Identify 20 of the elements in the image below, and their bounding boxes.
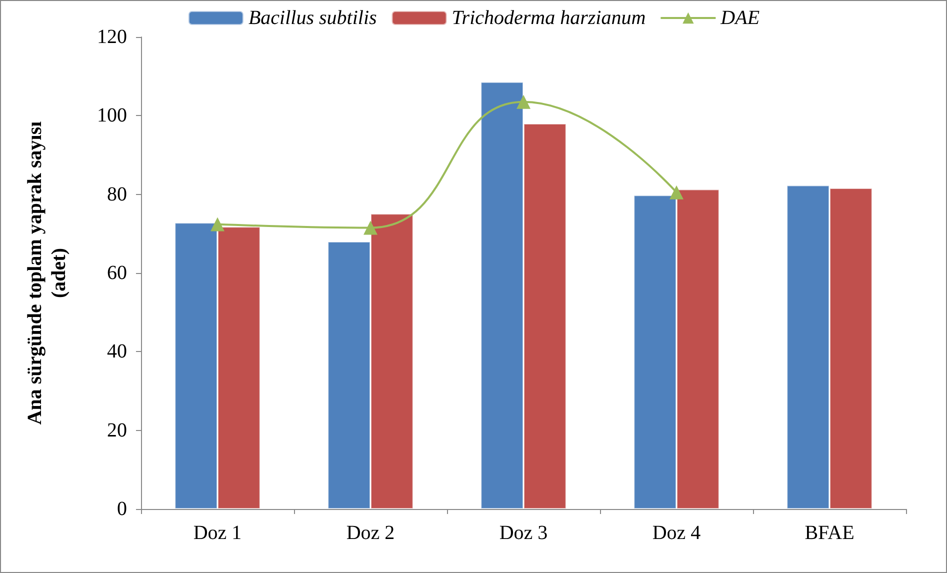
x-tick-label: BFAE bbox=[804, 522, 854, 544]
y-tick-label: 0 bbox=[117, 498, 127, 520]
point bbox=[516, 94, 530, 109]
y-tick-label: 60 bbox=[107, 262, 127, 284]
point bbox=[210, 217, 224, 232]
legend-label: DAE bbox=[720, 7, 760, 29]
y-tick-label: 80 bbox=[107, 183, 127, 206]
x-tick-label: Doz 3 bbox=[499, 522, 548, 544]
y-tick-label: 20 bbox=[107, 419, 127, 442]
x-tick-label: Doz 1 bbox=[193, 522, 242, 544]
legend-label: Bacillus subtilis bbox=[248, 7, 377, 29]
y-tick-label: 100 bbox=[97, 104, 127, 127]
y-tick-label: 120 bbox=[97, 26, 127, 48]
y-tick-label: 40 bbox=[107, 340, 127, 363]
x-tick-label: Doz 2 bbox=[346, 522, 395, 544]
legend-label: Trichoderma harzianum bbox=[452, 7, 646, 29]
point bbox=[670, 185, 684, 200]
x-tick-label: Doz 4 bbox=[652, 522, 701, 544]
y-axis-title: Ana sürgünde toplam yaprak sayısı (adet) bbox=[24, 120, 70, 425]
point bbox=[364, 220, 378, 235]
